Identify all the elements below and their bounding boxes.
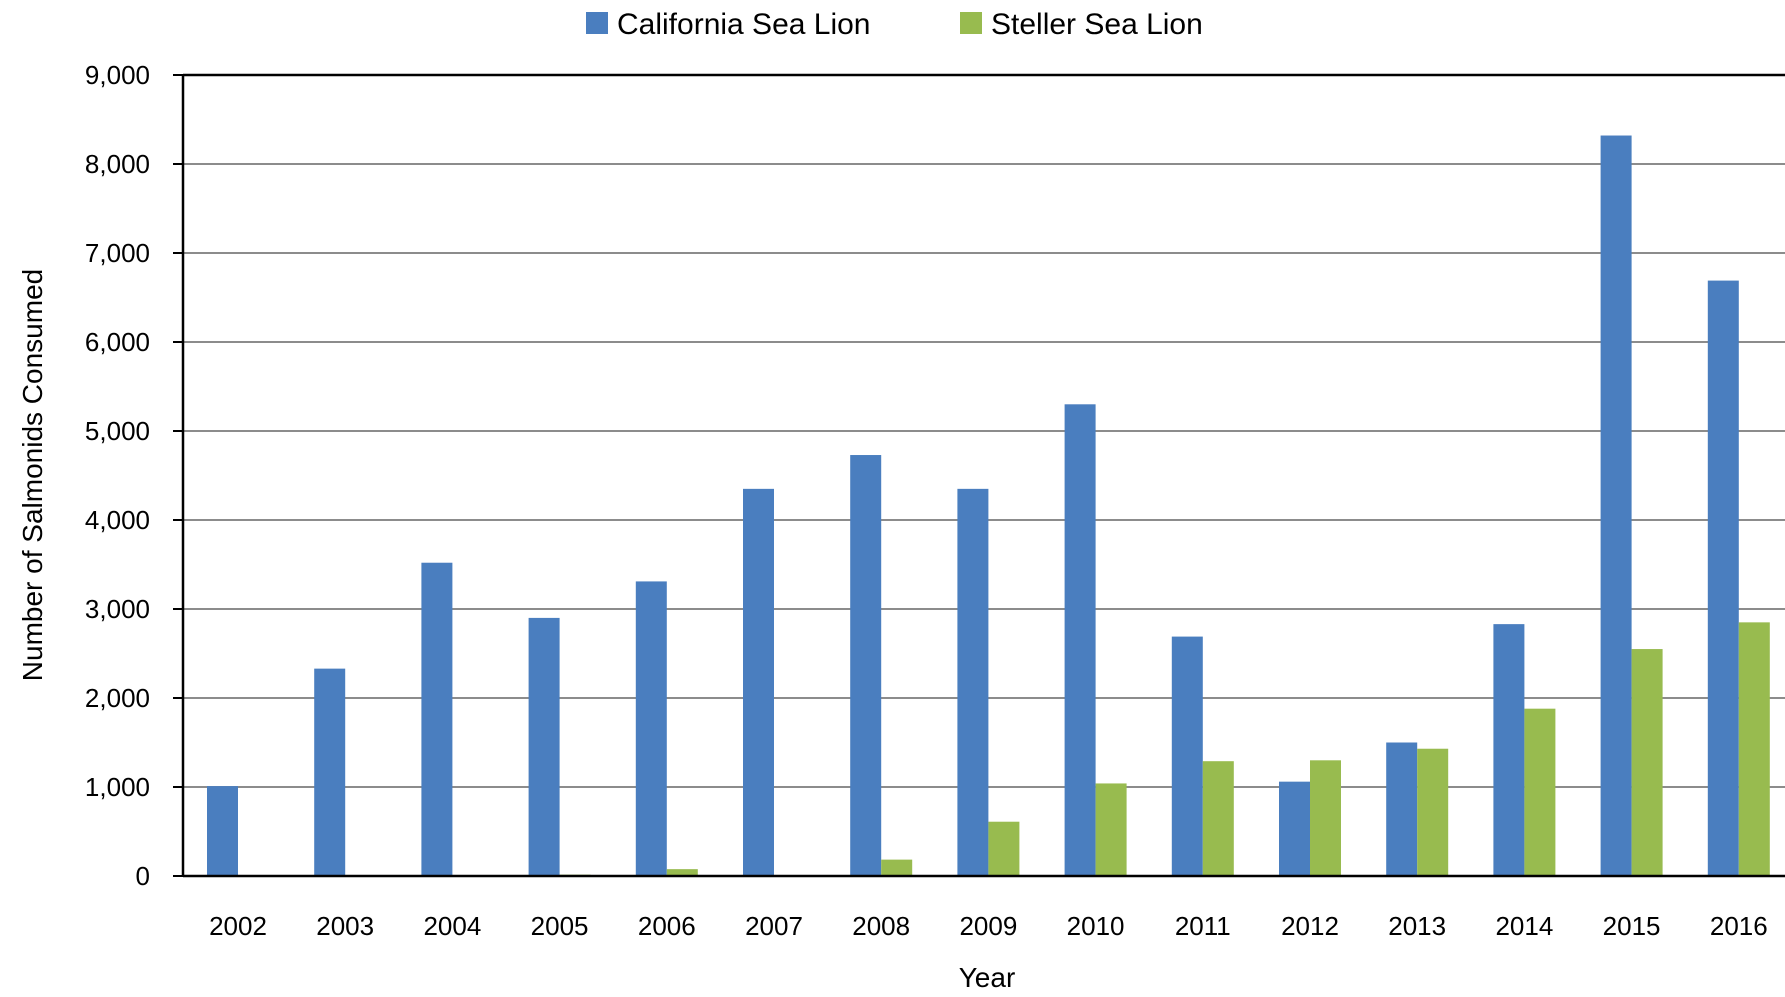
x-tick-label: 2013 bbox=[1388, 911, 1446, 941]
bar-california-sea-lion-2014 bbox=[1493, 624, 1524, 876]
x-tick-label: 2012 bbox=[1281, 911, 1339, 941]
legend-swatch-california-sea-lion bbox=[586, 12, 608, 34]
x-tick-label: 2015 bbox=[1603, 911, 1661, 941]
y-tick-label: 9,000 bbox=[85, 60, 150, 90]
y-tick-label: 8,000 bbox=[85, 149, 150, 179]
bar-steller-sea-lion-2009 bbox=[988, 822, 1019, 876]
x-tick-label: 2008 bbox=[852, 911, 910, 941]
bar-california-sea-lion-2005 bbox=[529, 618, 560, 876]
x-tick-label: 2002 bbox=[209, 911, 267, 941]
bar-california-sea-lion-2002 bbox=[207, 786, 238, 876]
bars bbox=[207, 136, 1770, 876]
bar-steller-sea-lion-2011 bbox=[1203, 761, 1234, 876]
x-tick-label: 2010 bbox=[1067, 911, 1125, 941]
y-axis-title: Number of Salmonids Consumed bbox=[17, 269, 48, 681]
y-tick-label: 3,000 bbox=[85, 594, 150, 624]
x-tick-label: 2005 bbox=[531, 911, 589, 941]
x-tick-label: 2016 bbox=[1710, 911, 1768, 941]
legend: California Sea Lion Steller Sea Lion bbox=[586, 8, 1203, 41]
x-tick-label: 2004 bbox=[423, 911, 481, 941]
x-tick-label: 2011 bbox=[1175, 911, 1231, 941]
bar-california-sea-lion-2009 bbox=[957, 489, 988, 876]
bar-california-sea-lion-2010 bbox=[1065, 404, 1096, 876]
bar-california-sea-lion-2008 bbox=[850, 455, 881, 876]
bar-steller-sea-lion-2014 bbox=[1524, 709, 1555, 876]
x-tick-label: 2014 bbox=[1495, 911, 1553, 941]
legend-label-steller-sea-lion: Steller Sea Lion bbox=[991, 8, 1203, 41]
bar-california-sea-lion-2004 bbox=[421, 563, 452, 876]
y-tick-label: 5,000 bbox=[85, 416, 150, 446]
legend-label-california-sea-lion: California Sea Lion bbox=[617, 8, 871, 41]
bar-steller-sea-lion-2010 bbox=[1096, 783, 1127, 876]
y-tick-label: 6,000 bbox=[85, 327, 150, 357]
legend-swatch-steller-sea-lion bbox=[960, 12, 982, 34]
x-tick-label: 2009 bbox=[959, 911, 1017, 941]
bar-california-sea-lion-2006 bbox=[636, 581, 667, 876]
x-tick-labels: 2002 2003 2004 2005 2006 2007 2008 2009 2010 2011… bbox=[209, 911, 1768, 941]
bar-steller-sea-lion-2008 bbox=[881, 860, 912, 876]
bar-california-sea-lion-2003 bbox=[314, 669, 345, 876]
x-axis-title: Year bbox=[959, 962, 1016, 992]
y-tick-label: 4,000 bbox=[85, 505, 150, 535]
y-tick-label: 2,000 bbox=[85, 683, 150, 713]
y-tick-label: 0 bbox=[136, 861, 150, 891]
y-tick-label: 7,000 bbox=[85, 238, 150, 268]
bar-california-sea-lion-2013 bbox=[1386, 743, 1417, 877]
bar-california-sea-lion-2015 bbox=[1601, 136, 1632, 876]
bar-steller-sea-lion-2012 bbox=[1310, 760, 1341, 876]
bar-california-sea-lion-2007 bbox=[743, 489, 774, 876]
x-tick-label: 2003 bbox=[316, 911, 374, 941]
y-tick-labels: 0 1,000 2,000 3,000 4,000 5,000 6,000 7,000 8,00… bbox=[85, 60, 150, 891]
bar-steller-sea-lion-2015 bbox=[1632, 649, 1663, 876]
bar-california-sea-lion-2011 bbox=[1172, 637, 1203, 876]
bar-steller-sea-lion-2016 bbox=[1739, 622, 1770, 876]
x-tick-label: 2007 bbox=[745, 911, 803, 941]
x-tick-label: 2006 bbox=[638, 911, 696, 941]
bar-california-sea-lion-2012 bbox=[1279, 782, 1310, 876]
y-tick-label: 1,000 bbox=[85, 772, 150, 802]
bar-california-sea-lion-2016 bbox=[1708, 281, 1739, 876]
bar-steller-sea-lion-2013 bbox=[1417, 749, 1448, 876]
